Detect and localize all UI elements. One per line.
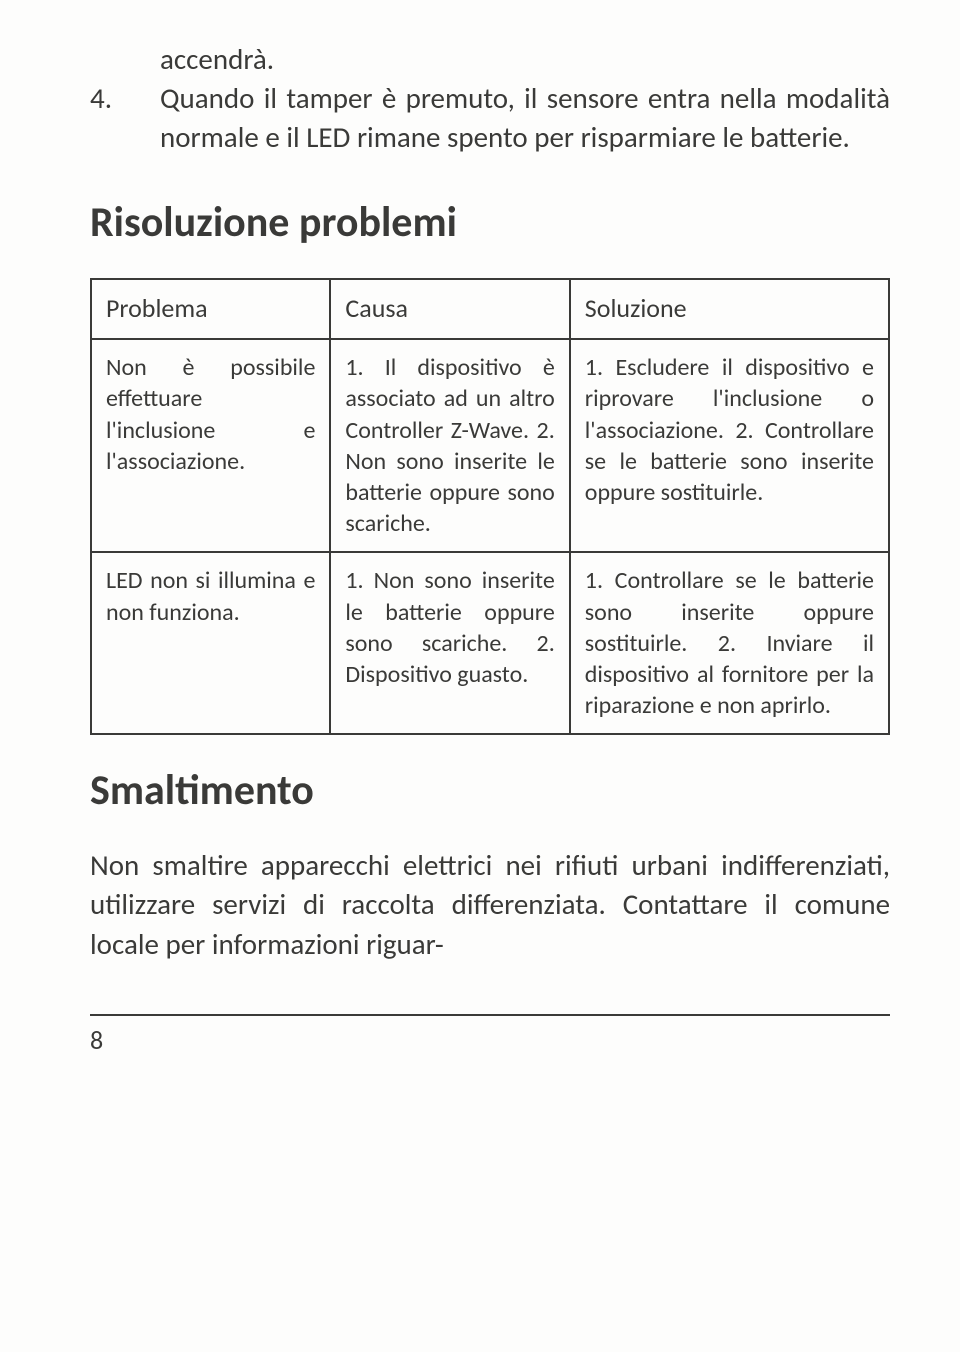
cell-problema: Non è possibile effettuare l'inclusione … xyxy=(91,339,330,552)
page-footer: 8 xyxy=(90,1014,890,1056)
header-causa: Causa xyxy=(330,279,569,339)
cell-causa: 1. Il dispositivo è associato ad un altr… xyxy=(330,339,569,552)
intro-block: accendrà. 4. Quando il tamper è premuto,… xyxy=(90,40,890,157)
troubleshooting-table: Problema Causa Soluzione Non è possibile… xyxy=(90,278,890,735)
disposal-paragraph: Non smaltire apparecchi elettrici nei ri… xyxy=(90,846,890,963)
list-number: 4. xyxy=(90,79,160,157)
document-page: accendrà. 4. Quando il tamper è premuto,… xyxy=(0,0,960,1086)
intro-continuation: accendrà. xyxy=(160,40,890,79)
troubleshooting-heading: Risoluzione problemi xyxy=(90,197,890,248)
cell-soluzione: 1. Controllare se le batterie sono inser… xyxy=(570,552,889,734)
table-row: Non è possibile effettuare l'inclusione … xyxy=(91,339,889,552)
page-number: 8 xyxy=(90,1024,103,1056)
cell-soluzione: 1. Escludere il dispositivo e riprovare … xyxy=(570,339,889,552)
list-text: Quando il tamper è premuto, il sensore e… xyxy=(160,79,890,157)
cell-causa: 1. Non sono inserite le batterie oppure … xyxy=(330,552,569,734)
header-soluzione: Soluzione xyxy=(570,279,889,339)
list-item-4: 4. Quando il tamper è premuto, il sensor… xyxy=(90,79,890,157)
table-header-row: Problema Causa Soluzione xyxy=(91,279,889,339)
disposal-heading: Smaltimento xyxy=(90,765,890,816)
cell-problema: LED non si illumina e non funziona. xyxy=(91,552,330,734)
table-row: LED non si illumina e non funziona. 1. N… xyxy=(91,552,889,734)
header-problema: Problema xyxy=(91,279,330,339)
